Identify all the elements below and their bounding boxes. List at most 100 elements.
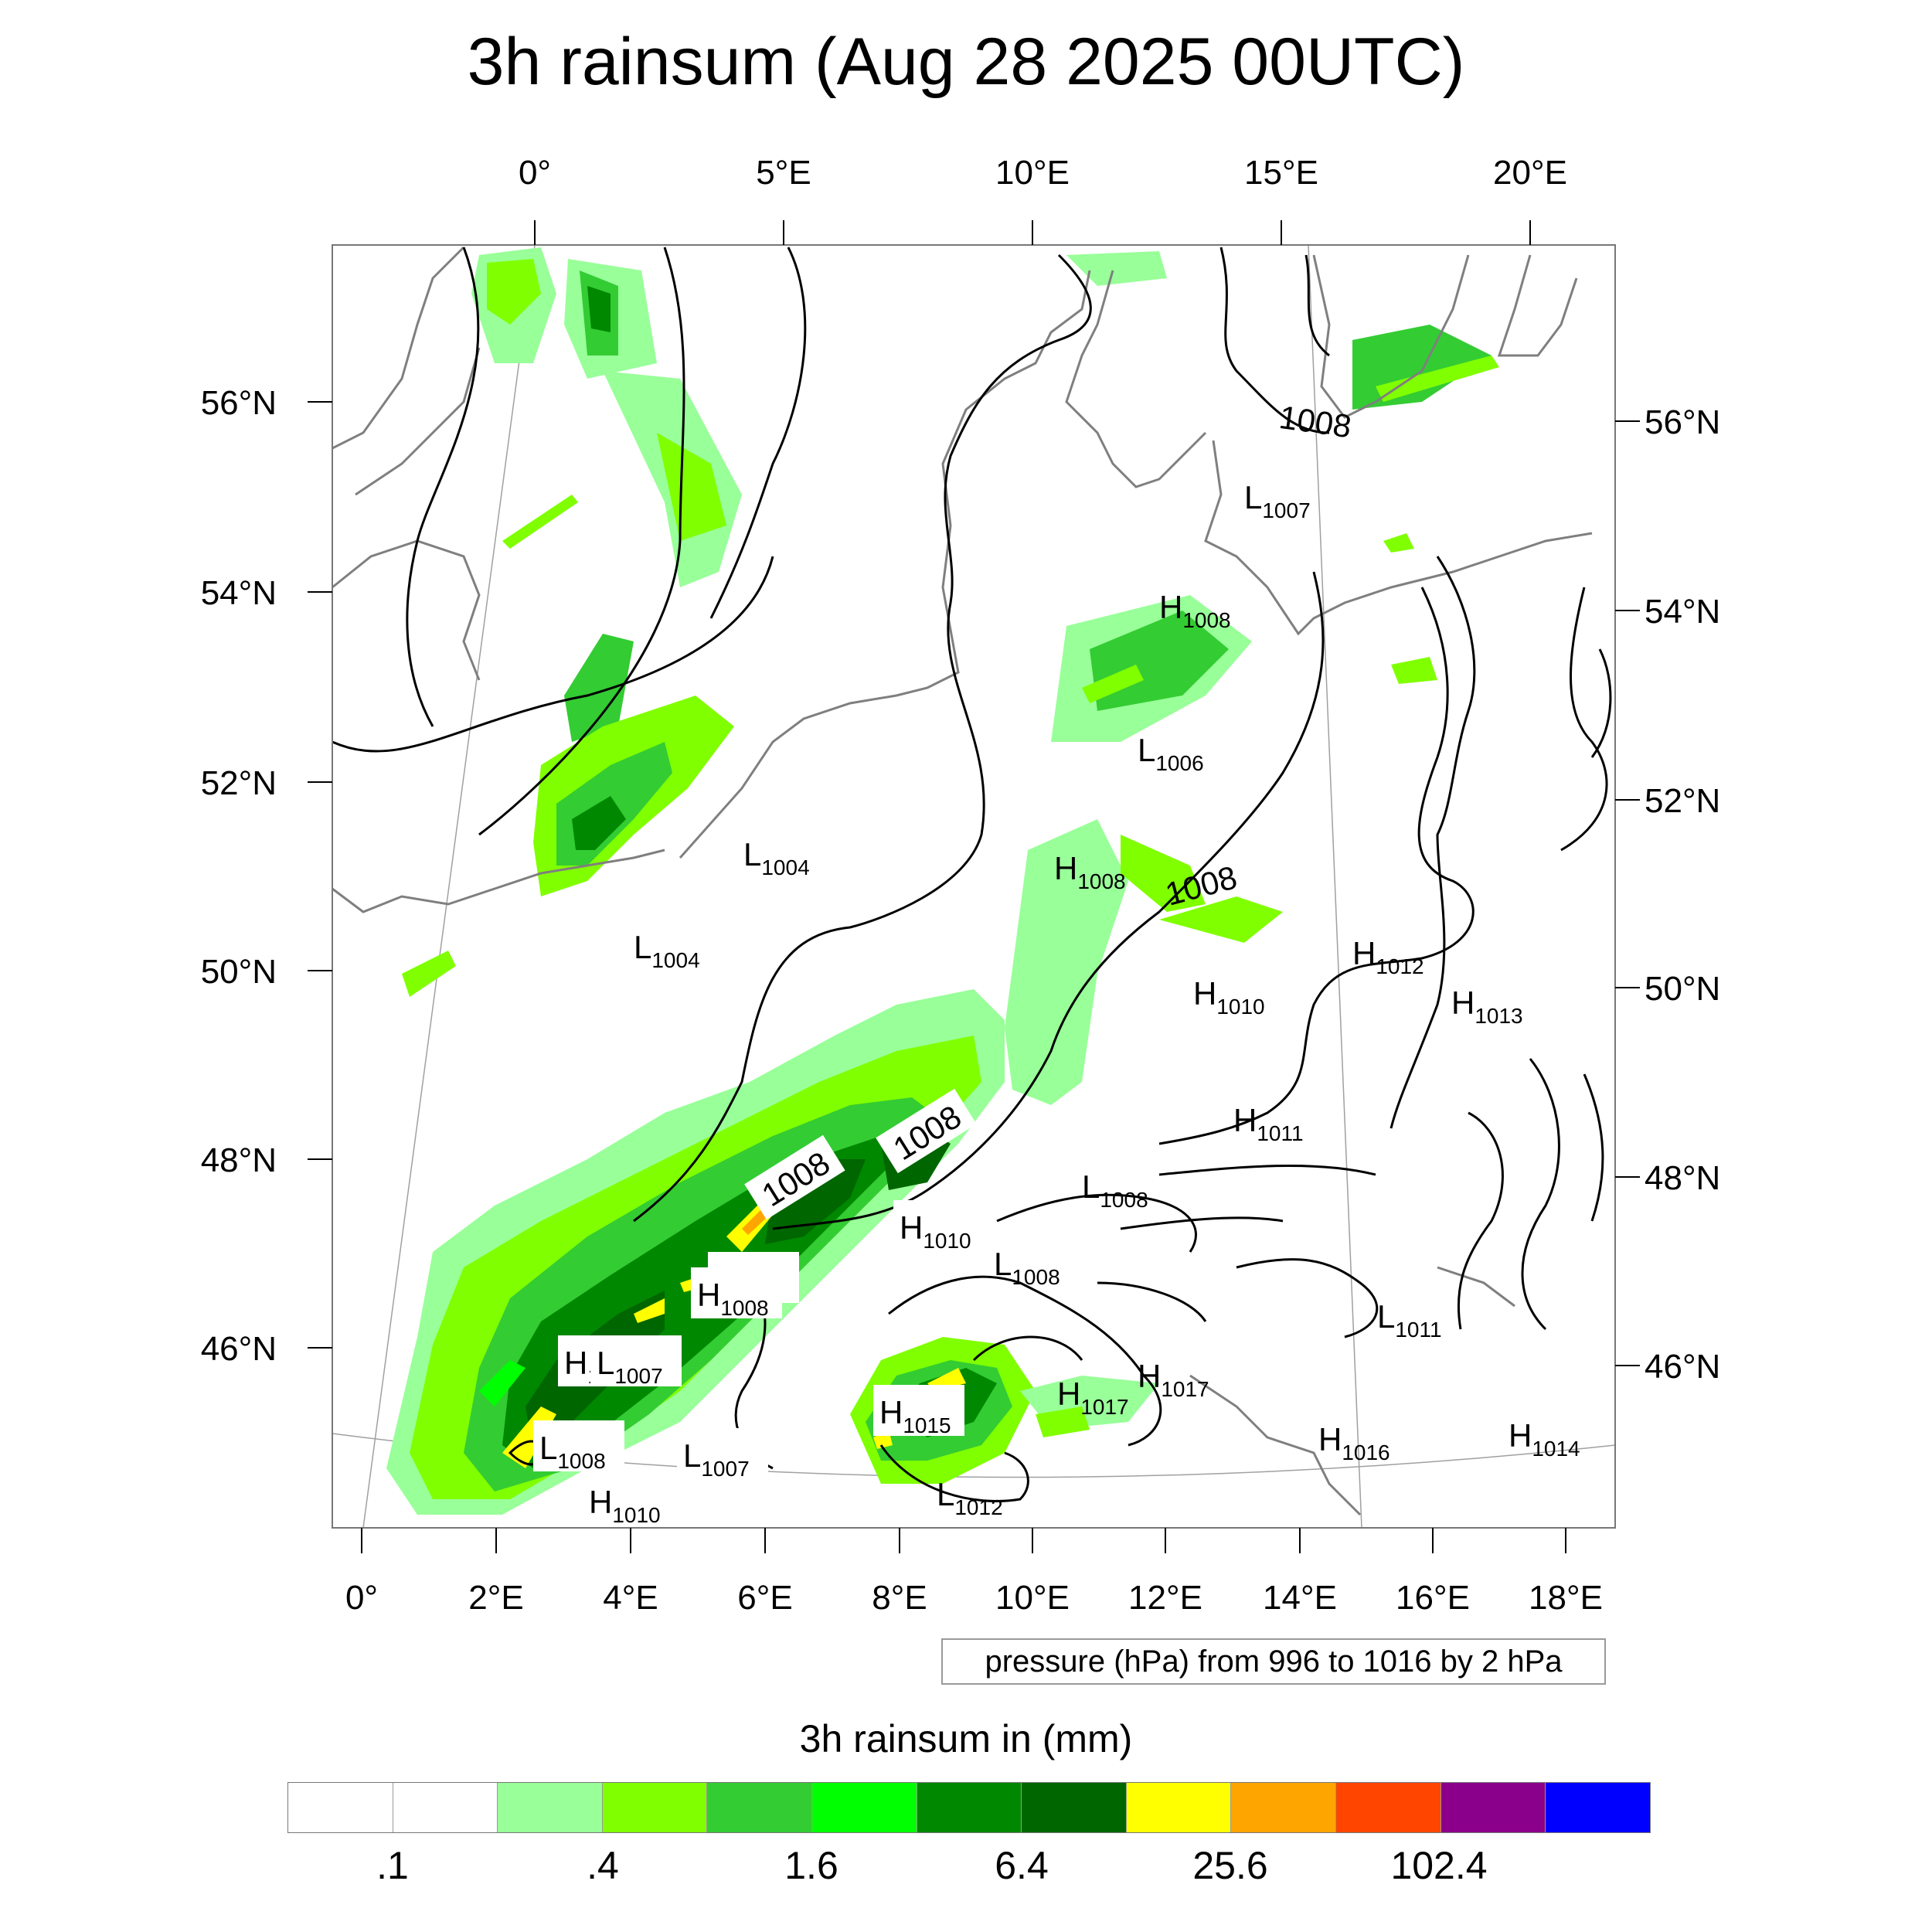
left-lat-label: 52°N — [201, 764, 277, 802]
top-lon-label: 10°E — [995, 154, 1070, 192]
colorbar-label: .1 — [376, 1844, 409, 1887]
pressure-center: L1008 — [1082, 1168, 1148, 1212]
svg-text:L1008: L1008 — [539, 1430, 606, 1473]
colorbar-swatch — [498, 1783, 603, 1832]
top-lon-label: 20°E — [1493, 154, 1567, 192]
svg-text:L1008: L1008 — [1082, 1168, 1148, 1212]
colorbar-swatch — [1440, 1783, 1546, 1832]
pressure-center: L1004 — [743, 836, 810, 879]
svg-text:L1008: L1008 — [994, 1246, 1060, 1289]
svg-text:H1015: H1015 — [879, 1394, 951, 1437]
map-frame — [332, 244, 1616, 1529]
bottom-lon-label: 16°E — [1396, 1579, 1470, 1617]
colorbar-title: 3h rainsum in (mm) — [799, 1717, 1133, 1760]
colorbar-label: 1.6 — [784, 1844, 838, 1887]
pressure-center: L1011 — [1377, 1298, 1442, 1342]
pressure-center: L1007 — [677, 1428, 768, 1481]
left-lat-label: 56°N — [201, 384, 277, 422]
colorbar-swatch — [288, 1783, 393, 1832]
pressure-center: L1006 — [1138, 732, 1204, 775]
svg-text:H1017: H1017 — [1057, 1376, 1129, 1419]
top-lon-label: 15°E — [1244, 154, 1318, 192]
svg-text:H1014: H1014 — [1509, 1417, 1580, 1461]
pressure-center: H1013 — [1451, 985, 1523, 1028]
colorbar-label: 102.4 — [1390, 1844, 1488, 1887]
pressure-center: H1010 — [589, 1484, 661, 1527]
pressure-center: H1011 — [1233, 1102, 1304, 1145]
bottom-longitude-labels: 0° 2°E 4°E 6°E 8°E 10°E 12°E 14°E 16°E 1… — [345, 1579, 1603, 1617]
colorbar-swatch — [707, 1783, 813, 1832]
pressure-center: H1010 — [1193, 975, 1265, 1019]
svg-text:L1004: L1004 — [743, 836, 810, 879]
right-lat-label: 48°N — [1645, 1159, 1720, 1197]
top-longitude-labels: 0° 5°E 10°E 15°E 20°E — [519, 154, 1567, 192]
right-lat-label: 52°N — [1645, 782, 1720, 820]
coastlines — [332, 246, 1593, 1516]
bottom-lon-label: 8°E — [872, 1579, 927, 1617]
pressure-center: L1008 — [994, 1246, 1060, 1289]
map-title: 3h rainsum (Aug 28 2025 00UTC) — [467, 25, 1465, 99]
pressure-center: H1008 — [1159, 589, 1231, 632]
svg-text:L1007: L1007 — [597, 1345, 663, 1388]
colorbar-label: .4 — [587, 1844, 619, 1887]
pressure-centers: L1007 H1008 L1006 L1004 L1004 H1008 H1012 H1013… — [533, 479, 1580, 1527]
pressure-center: H1012 — [1352, 935, 1424, 978]
bottom-lon-label: 2°E — [468, 1579, 523, 1617]
bottom-lon-label: 6°E — [737, 1579, 792, 1617]
left-lat-label: 50°N — [201, 953, 277, 991]
top-lon-label: 5°E — [756, 154, 811, 192]
svg-text:H1010: H1010 — [1193, 975, 1265, 1019]
colorbar-swatch — [1336, 1783, 1441, 1832]
svg-text:H1011: H1011 — [1233, 1102, 1304, 1145]
colorbar-swatch — [1126, 1783, 1232, 1832]
top-lon-label: 0° — [519, 154, 551, 192]
svg-text:L1004: L1004 — [634, 929, 700, 972]
svg-text:H1016: H1016 — [1318, 1421, 1390, 1464]
colorbar — [287, 1782, 1651, 1833]
bottom-lon-label: 18°E — [1529, 1579, 1603, 1617]
pressure-center: L1004 — [634, 929, 700, 972]
colorbar-swatch — [602, 1783, 708, 1832]
pressure-center: L1007 — [1244, 479, 1311, 522]
pressure-center: H1014 — [1509, 1417, 1580, 1461]
bottom-lon-label: 14°E — [1263, 1579, 1337, 1617]
svg-text:H1008: H1008 — [1054, 850, 1126, 893]
svg-text:L1011: L1011 — [1377, 1298, 1442, 1342]
right-lat-label: 54°N — [1645, 593, 1720, 631]
right-lat-label: 46°N — [1645, 1348, 1720, 1386]
pressure-center: H1008 — [691, 1267, 782, 1320]
svg-text:H1010: H1010 — [589, 1484, 661, 1527]
pressure-center: H1008 — [1054, 850, 1126, 893]
pressure-center: H1010 — [893, 1200, 985, 1253]
pressure-center: L1008 — [533, 1420, 624, 1473]
bottom-lon-label: 10°E — [995, 1579, 1070, 1617]
isobars — [332, 247, 1612, 1502]
isobar-label: 1008 — [1277, 399, 1353, 445]
left-lat-label: 54°N — [201, 574, 277, 612]
pressure-center: H1016 — [1318, 1421, 1390, 1464]
svg-text:H1008: H1008 — [697, 1277, 769, 1320]
colorbar-swatch — [812, 1783, 917, 1832]
pressure-center: H1017 — [1057, 1376, 1129, 1419]
right-lat-label: 50°N — [1645, 970, 1720, 1008]
pressure-center: H1017 — [1138, 1358, 1209, 1401]
colorbar-label: 6.4 — [995, 1844, 1049, 1887]
pressure-center: L1007 — [590, 1335, 682, 1388]
left-latitude-labels: 56°N 54°N 52°N 50°N 48°N 46°N — [201, 384, 277, 1368]
colorbar-swatch — [1231, 1783, 1337, 1832]
right-latitude-labels: 56°N 54°N 52°N 50°N 48°N 46°N — [1645, 403, 1720, 1386]
bottom-lon-label: 4°E — [603, 1579, 658, 1617]
pressure-center: L1012 — [937, 1476, 1003, 1519]
svg-text:L1012: L1012 — [937, 1476, 1003, 1519]
svg-text:L1007: L1007 — [683, 1437, 750, 1481]
svg-text:H1017: H1017 — [1138, 1358, 1209, 1401]
colorbar-swatch — [393, 1783, 498, 1832]
svg-text:L1007: L1007 — [1244, 479, 1311, 522]
svg-text:H1010: H1010 — [900, 1209, 971, 1253]
bottom-lon-label: 0° — [345, 1579, 378, 1617]
contour-info-box: pressure (hPa) from 996 to 1016 by 2 hPa — [941, 1638, 1606, 1685]
left-lat-label: 48°N — [201, 1141, 277, 1179]
svg-text:H1012: H1012 — [1352, 935, 1424, 978]
right-lat-label: 56°N — [1645, 403, 1720, 441]
